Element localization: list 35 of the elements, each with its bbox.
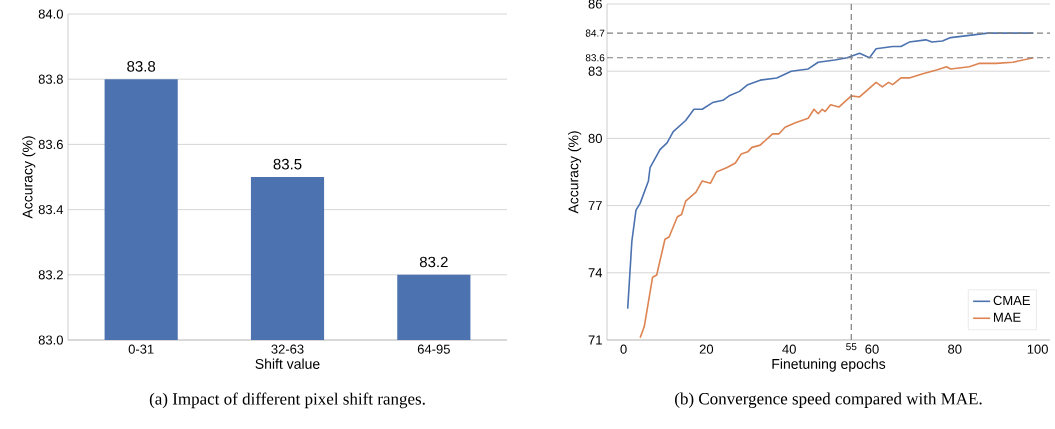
legend-label: MAE <box>994 312 1021 322</box>
x-axis-title: Finetuning epochs <box>772 358 886 372</box>
ref-line-label: 55 <box>846 343 857 351</box>
y-tick-label: 83.0 <box>38 335 63 345</box>
x-tick-label: 40 <box>782 344 796 354</box>
x-tick-label: 0 <box>620 344 627 354</box>
y-tick-label: 83.4 <box>38 204 64 215</box>
data-label: 83.8 <box>127 61 156 72</box>
text: (b) Convergence speed compared with MAE. <box>675 392 982 408</box>
x-tick-label: 100 <box>1027 344 1048 354</box>
y-tick-label: 83.6 <box>38 139 63 149</box>
y-tick-label: 71 <box>588 335 602 345</box>
y-tick-label: 83 <box>588 66 602 76</box>
x-tick-label: 80 <box>948 344 962 354</box>
x-tick-label: 0-31 <box>128 344 154 354</box>
y-tick-label: 83.2 <box>38 270 63 280</box>
line-series <box>639 56 1035 339</box>
ref-line-label: 84.7 <box>585 29 605 37</box>
x-tick-label: 32-63 <box>271 344 304 354</box>
y-axis-title: Accuracy (%) <box>22 136 36 219</box>
legend-label: CMAE <box>993 295 1030 305</box>
y-tick-label: 84.0 <box>38 9 63 19</box>
text: (a) Impact of different pixel shift ranges. <box>149 392 425 409</box>
y-tick-label: 86 <box>588 0 602 9</box>
x-tick-label: 60 <box>865 344 879 354</box>
data-label: 83.2 <box>419 256 448 268</box>
y-tick-label: 74 <box>588 268 603 278</box>
x-tick-label: 20 <box>699 344 714 354</box>
y-tick-label: 77 <box>588 201 602 211</box>
x-axis-title: Shift value <box>255 358 320 369</box>
data-label: 83.5 <box>273 158 302 170</box>
y-tick-label: 83.8 <box>38 74 63 84</box>
x-tick-label: 64-95 <box>417 344 450 354</box>
y-axis-title: Accuracy (%) <box>568 131 582 214</box>
y-tick-label: 80 <box>588 133 602 143</box>
